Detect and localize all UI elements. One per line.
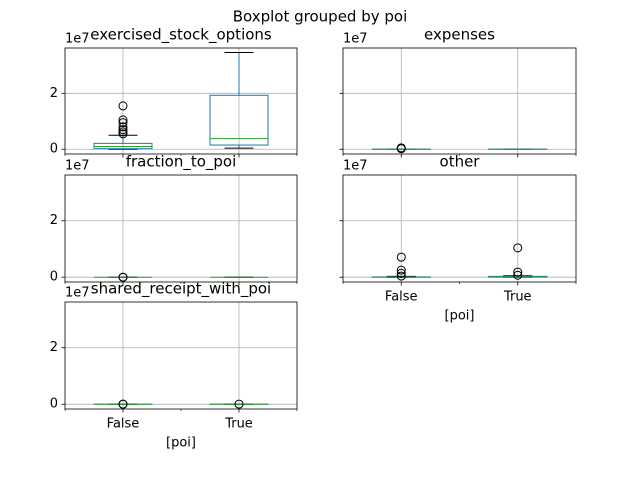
flier: [118, 399, 128, 409]
flier: [396, 268, 406, 278]
y-tick-label: 2: [50, 86, 58, 101]
flier: [513, 270, 523, 280]
x-tick-label: False: [107, 417, 140, 432]
flier: [396, 143, 406, 153]
flier: [234, 399, 244, 409]
flier: [118, 272, 128, 282]
flier: [396, 252, 406, 262]
y-tick-label: 0: [50, 397, 58, 412]
offset-label: 1e7: [65, 159, 90, 174]
flier: [118, 118, 128, 128]
flier: [118, 101, 128, 111]
y-tick-label: 0: [50, 142, 58, 157]
flier: [118, 125, 128, 135]
flier: [118, 115, 128, 125]
axes-frame: [342, 47, 577, 155]
axes-frame: [64, 174, 298, 283]
flier: [396, 265, 406, 275]
axes-title: fraction_to_poi: [126, 153, 237, 172]
offset-label: 1e7: [65, 286, 90, 301]
figure-title: Boxplot grouped by poi: [233, 8, 408, 26]
flier: [118, 122, 128, 132]
axes-frame: [64, 301, 298, 410]
x-axis-label: [poi]: [445, 309, 475, 324]
flier: [396, 271, 406, 281]
axes-title: shared_receipt_with_poi: [91, 280, 271, 299]
axes-frame: [342, 174, 577, 283]
axes-title: exercised_stock_options: [90, 26, 272, 45]
offset-label: 1e7: [343, 32, 368, 47]
flier: [513, 267, 523, 277]
axes-title: other: [440, 153, 481, 171]
offset-label: 1e7: [343, 159, 368, 174]
y-tick-label: 2: [50, 340, 58, 355]
flier: [513, 243, 523, 253]
y-tick-label: 2: [50, 213, 58, 228]
x-tick-label: False: [385, 290, 418, 305]
box: [209, 94, 269, 146]
x-axis-label: [poi]: [166, 436, 196, 451]
y-tick-label: 0: [50, 270, 58, 285]
axes-frame: [64, 47, 298, 155]
offset-label: 1e7: [65, 32, 90, 47]
flier: [118, 127, 128, 137]
axes-title: expenses: [424, 26, 495, 44]
x-tick-label: True: [503, 290, 532, 305]
x-tick-label: True: [224, 417, 253, 432]
